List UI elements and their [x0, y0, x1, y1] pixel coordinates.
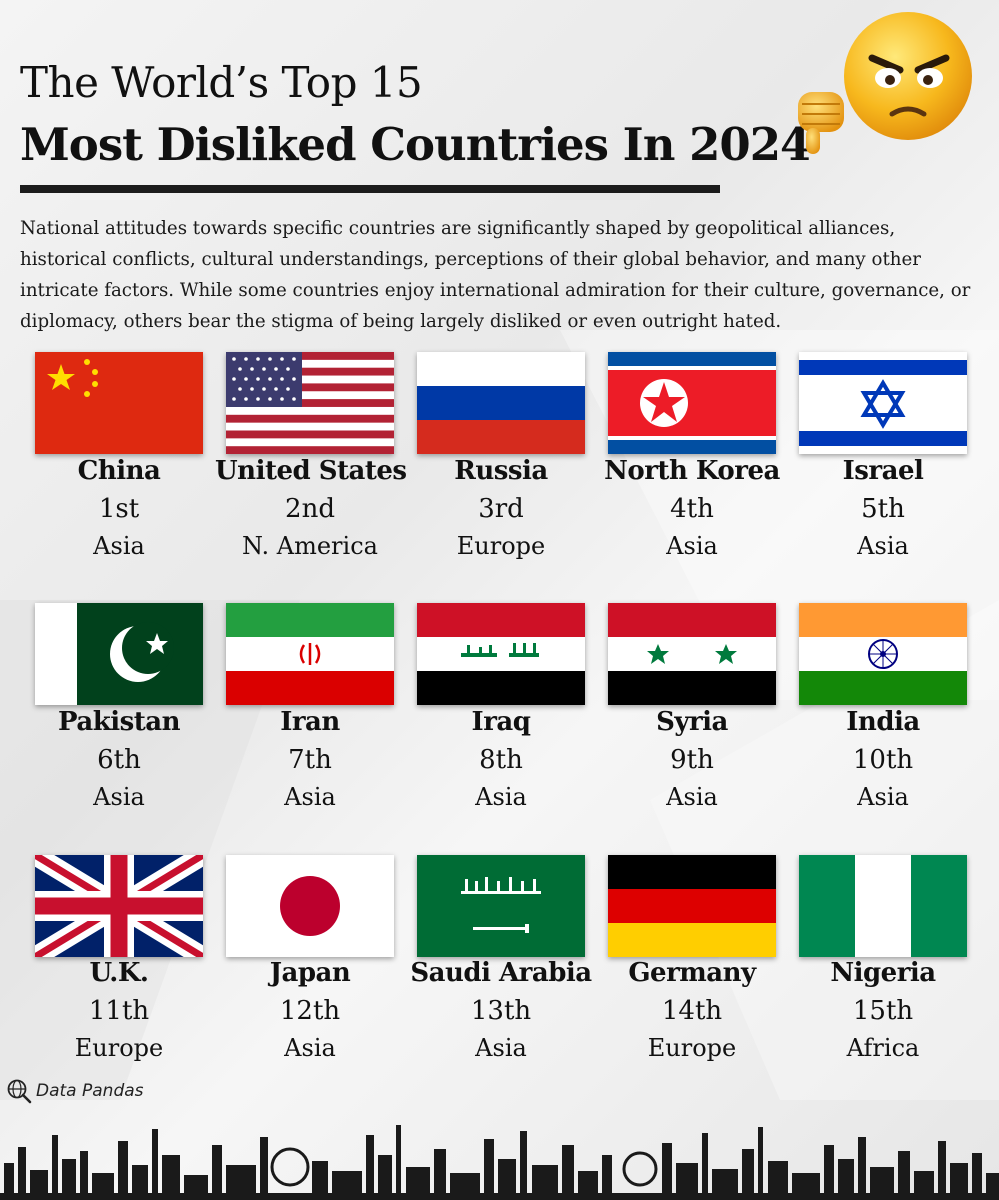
- country-rank: 4th: [670, 494, 714, 524]
- israel-flag: [799, 352, 967, 454]
- intro-paragraph: National attitudes towards specific coun…: [20, 218, 971, 332]
- country-region: Europe: [647, 1034, 737, 1062]
- country-rank: 5th: [861, 494, 905, 524]
- china-flag: [35, 352, 203, 454]
- country-region: Asia: [666, 783, 718, 811]
- country-region: Europe: [74, 1034, 164, 1062]
- north-korea-flag: [608, 352, 776, 454]
- japan-flag: [226, 855, 394, 957]
- germany-flag: [608, 855, 776, 957]
- country-region: Africa: [846, 1034, 920, 1062]
- country-rank: 3rd: [478, 494, 524, 524]
- syria-flag: [608, 603, 776, 705]
- nigeria-flag: [799, 855, 967, 957]
- country-region: Asia: [857, 783, 909, 811]
- uk-flag: [35, 855, 203, 957]
- country-rank: 15th: [852, 996, 914, 1026]
- country-rank: 11th: [88, 996, 150, 1026]
- title-line-1: The World’s Top 15: [20, 58, 423, 107]
- country-rank: 13th: [470, 996, 532, 1026]
- country-rank: 1st: [98, 494, 140, 524]
- country-region: Asia: [475, 783, 527, 811]
- country-name: Pakistan: [58, 707, 181, 737]
- city-skyline-silhouette: [0, 1125, 999, 1200]
- iran-flag: [226, 603, 394, 705]
- country-rank: 10th: [852, 745, 914, 775]
- country-region: Asia: [857, 532, 909, 560]
- saudi-arabia-flag: [417, 855, 585, 957]
- title-underline: [20, 185, 720, 193]
- country-region: Asia: [93, 783, 145, 811]
- country-rank: 6th: [97, 745, 141, 775]
- country-region: Asia: [284, 1034, 336, 1062]
- country-name: Nigeria: [830, 958, 936, 988]
- country-rank: 2nd: [285, 494, 335, 524]
- country-region: Asia: [284, 783, 336, 811]
- india-flag: [799, 603, 967, 705]
- country-rank: 9th: [670, 745, 714, 775]
- country-name: Syria: [656, 707, 728, 737]
- country-name: United States: [215, 456, 407, 486]
- iraq-flag: [417, 603, 585, 705]
- pakistan-flag: [35, 603, 203, 705]
- country-rank: 12th: [279, 996, 341, 1026]
- country-region: Asia: [475, 1034, 527, 1062]
- country-rank: 7th: [288, 745, 332, 775]
- source-attribution: Data Pandas: [6, 1077, 144, 1105]
- page-title: Most Disliked Countries In 2024: [20, 118, 811, 171]
- country-rank: 8th: [479, 745, 523, 775]
- country-name: U.K.: [89, 958, 150, 988]
- country-name: India: [846, 707, 920, 737]
- country-region: N. America: [242, 532, 378, 560]
- country-name: Germany: [628, 958, 756, 988]
- country-name: Russia: [454, 456, 548, 486]
- country-name: Iraq: [471, 707, 531, 737]
- country-name: Japan: [269, 958, 351, 988]
- usa-flag: [226, 352, 394, 454]
- country-name: China: [77, 456, 161, 486]
- country-region: Asia: [93, 532, 145, 560]
- country-name: Israel: [842, 456, 924, 486]
- globe-magnifier-icon: [7, 1079, 32, 1104]
- country-name: North Korea: [604, 456, 780, 486]
- country-name: Saudi Arabia: [410, 958, 592, 988]
- country-rank: 14th: [661, 996, 723, 1026]
- russia-flag: [417, 352, 585, 454]
- country-name: Iran: [280, 707, 340, 737]
- source-label: Data Pandas: [36, 1081, 144, 1101]
- country-region: Europe: [456, 532, 546, 560]
- country-region: Asia: [666, 532, 718, 560]
- angry-emoji-thumbs-down-icon: [798, 12, 972, 154]
